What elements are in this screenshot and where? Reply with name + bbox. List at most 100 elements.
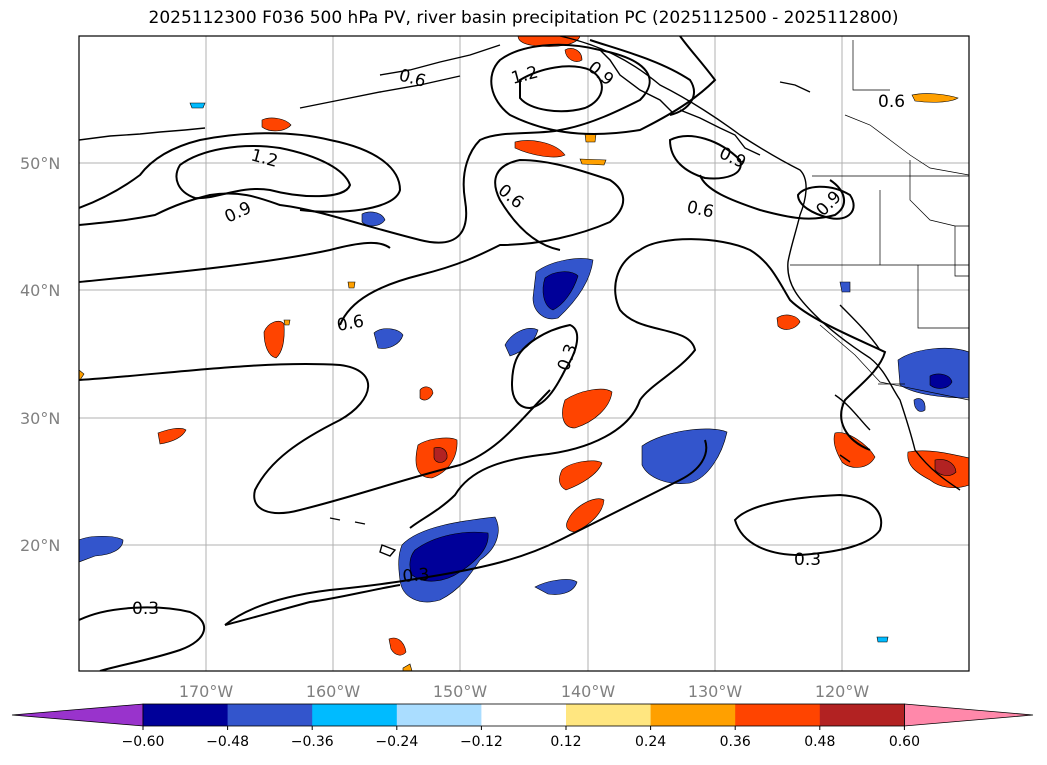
colorbar-tick-label: 0.24 (635, 734, 666, 750)
precip-positive-area (388, 637, 407, 656)
precip-negative-area (373, 328, 404, 349)
contour-labels: 0.6 1.2 0.9 1.2 0.9 0.6 0.9 0.6 0.9 0.6 … (132, 58, 905, 619)
colorbar-tick-label: 0.36 (720, 734, 751, 750)
precip-negative-area (189, 102, 206, 109)
pv-contour-1.2 (175, 145, 352, 200)
political-borders (790, 40, 969, 401)
latitude-labels: 50°N 40°N 30°N 20°N (20, 154, 60, 555)
precip-positive-area (562, 388, 613, 429)
pv-contour-0.9 (589, 39, 695, 116)
precip-negative-area (534, 579, 578, 595)
colorbar-segment (396, 704, 482, 726)
contour-label: 0.9 (716, 143, 749, 173)
pv-contour-0.6 (699, 174, 845, 220)
lon-tick-label: 120°W (815, 682, 870, 701)
colorbar-segment (819, 704, 905, 726)
precip-positive-area (419, 386, 434, 401)
contour-label: 0.9 (812, 187, 845, 220)
contour-label: 0.3 (132, 599, 159, 619)
colorbar (11, 703, 1034, 727)
precip-shading (79, 36, 969, 671)
contour-label: 1.2 (509, 63, 540, 89)
contour-label: 0.6 (335, 312, 365, 336)
coastlines (79, 36, 961, 557)
precip-positive-area (263, 320, 285, 359)
colorbar-tick-label: 0.48 (804, 734, 835, 750)
colorbar-tick-label: −0.24 (375, 734, 418, 750)
precip-positive-area (776, 314, 801, 330)
pv-contour-0.9 (79, 132, 402, 213)
contour-label: 0.6 (494, 181, 528, 214)
precip-positive-core (934, 459, 957, 476)
precip-negative-core (929, 373, 953, 389)
precip-negative-core (542, 271, 579, 311)
pv-contour-0.6 (339, 158, 625, 326)
precip-positive-area (911, 93, 959, 103)
colorbar-segment (227, 704, 313, 726)
map-title: 2025112300 F036 500 hPa PV, river basin … (148, 8, 899, 28)
precip-positive-area (564, 48, 583, 62)
pv-contour-0.3 (733, 493, 883, 557)
pv-contour-0.3 (224, 439, 708, 626)
precip-positive-area (579, 158, 607, 166)
colorbar-segment (312, 704, 398, 726)
precip-positive-area (261, 117, 292, 132)
precip-negative-area (913, 398, 926, 412)
map-frame (78, 35, 970, 672)
graticule (79, 36, 969, 671)
precip-positive-area (79, 369, 85, 381)
pv-contour-0.9 (668, 135, 742, 180)
precip-negative-area (641, 428, 728, 484)
contour-label: 1.2 (249, 146, 280, 172)
colorbar-segment (481, 704, 567, 726)
colorbar-extend-high (904, 703, 1034, 727)
contour-label: 0.9 (222, 198, 255, 228)
colorbar-segment (735, 704, 821, 726)
colorbar-tick-label: 0.12 (550, 734, 581, 750)
precip-positive-area (157, 428, 187, 445)
precip-negative-area (79, 535, 124, 563)
colorbar-tick-label: 0.60 (889, 734, 920, 750)
contour-label: 0.6 (685, 197, 716, 222)
longitude-labels: 170°W 160°W 150°W 140°W 130°W 120°W (179, 682, 870, 701)
pv-contour-0.6 (79, 242, 391, 283)
precip-negative-area (504, 328, 539, 357)
colorbar-segment (650, 704, 736, 726)
lon-tick-label: 170°W (179, 682, 234, 701)
pv-contour-0.6 (639, 238, 887, 451)
colorbar-tick-labels: −0.60 −0.48 −0.36 −0.24 −0.12 0.12 0.24 0.36 0.4… (122, 726, 920, 750)
colorbar-segment (143, 704, 229, 726)
pv-contour-0.6 (409, 249, 697, 529)
colorbar-tick-label: −0.60 (122, 734, 165, 750)
lon-tick-label: 130°W (688, 682, 743, 701)
colorbar-tick-label: −0.12 (460, 734, 503, 750)
pv-contour-0.3 (224, 584, 401, 626)
pv-contour-0.9 (79, 36, 717, 244)
contour-label: 0.3 (554, 341, 582, 373)
lon-tick-label: 140°W (561, 682, 616, 701)
precip-positive-area (402, 663, 413, 671)
lon-tick-label: 160°W (306, 682, 361, 701)
pv-contours (79, 36, 887, 671)
colorbar-tick-label: −0.48 (206, 734, 249, 750)
contour-label: 0.6 (878, 92, 905, 112)
precip-positive-area (566, 498, 605, 533)
lat-tick-label: 40°N (20, 281, 60, 300)
precip-negative-area (897, 347, 969, 399)
contour-label: 0.3 (402, 565, 431, 587)
lon-tick-label: 150°W (433, 682, 488, 701)
precip-negative-area (839, 281, 851, 293)
precip-positive-area (283, 319, 291, 326)
pv-contour-0.3 (510, 323, 579, 410)
contour-label: 0.3 (794, 550, 821, 570)
precip-negative-area (876, 636, 889, 643)
pv-contour-0.9 (796, 185, 855, 220)
pv-contour-1.2 (519, 65, 603, 113)
precip-positive-area (584, 133, 597, 143)
precip-positive-area (559, 460, 603, 491)
precip-positive-area (347, 281, 356, 289)
lat-tick-label: 30°N (20, 409, 60, 428)
precip-negative-area (361, 211, 386, 227)
pv-contour-0.3 (79, 606, 206, 671)
